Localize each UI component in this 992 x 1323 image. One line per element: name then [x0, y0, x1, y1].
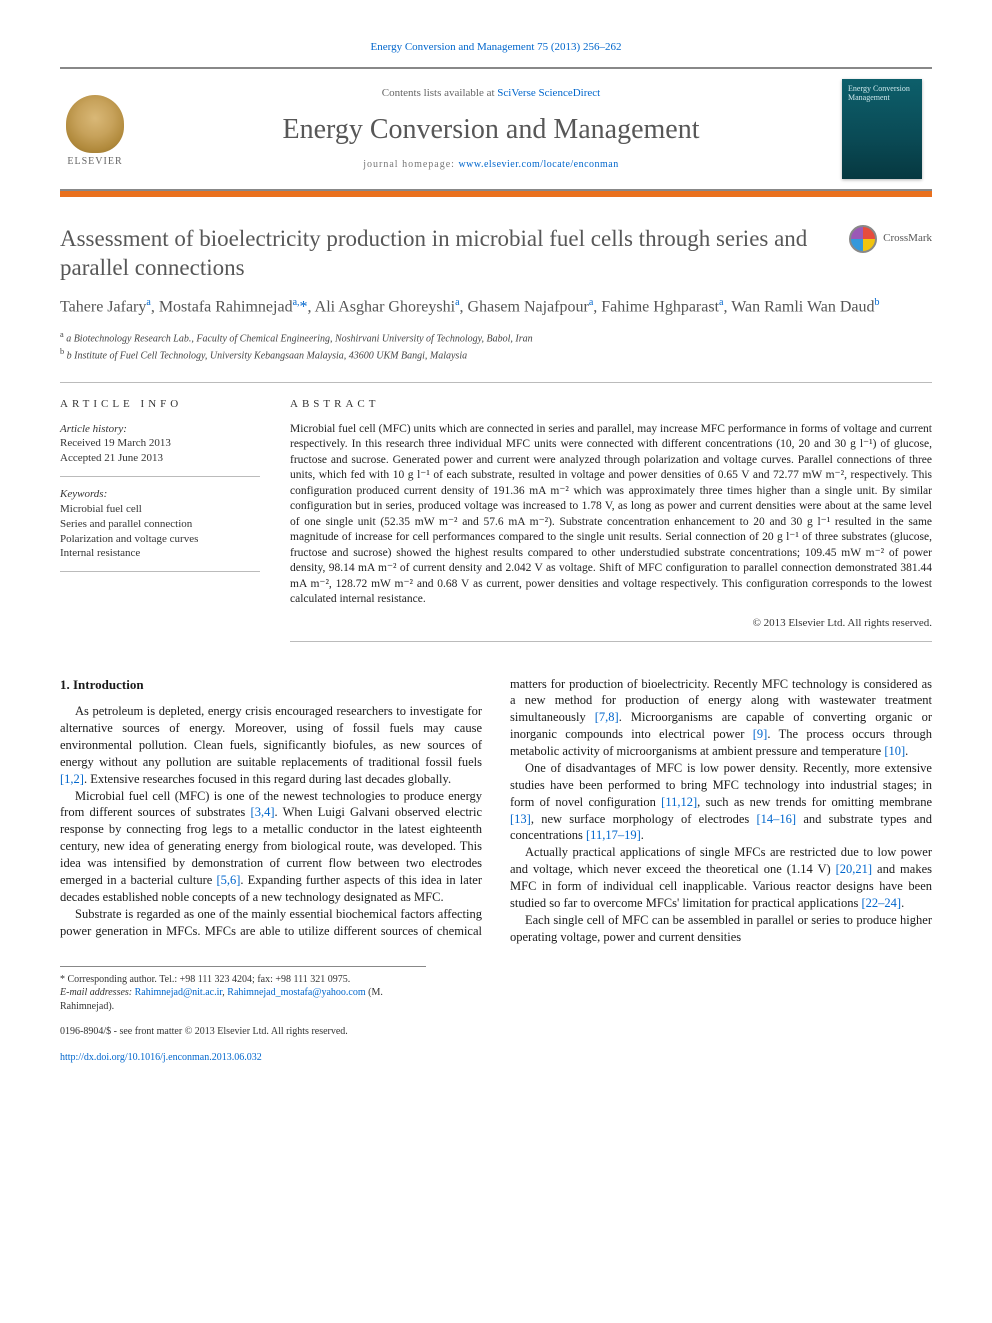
keyword-4: Internal resistance [60, 547, 140, 559]
ref-link-1-2[interactable]: [1,2] [60, 772, 84, 786]
journal-homepage-line: journal homepage: www.elsevier.com/locat… [156, 158, 826, 172]
article-title: Assessment of bioelectricity production … [60, 225, 829, 283]
affiliation-b-text: b Institute of Fuel Cell Technology, Uni… [67, 351, 467, 362]
publisher-name: ELSEVIER [67, 155, 122, 169]
corresponding-author-note: * Corresponding author. Tel.: +98 111 32… [60, 973, 426, 987]
email-link-2[interactable]: Rahimnejad_mostafa@yahoo.com [227, 987, 365, 998]
email-line: E-mail addresses: Rahimnejad@nit.ac.ir, … [60, 986, 426, 1013]
ref-link-5-6[interactable]: [5,6] [216, 873, 240, 887]
abstract-heading: ABSTRACT [290, 397, 932, 412]
affil-link-a[interactable]: a, [293, 297, 300, 308]
journal-title: Energy Conversion and Management [156, 111, 826, 149]
divider-above-info [60, 382, 932, 383]
journal-ref-link[interactable]: Energy Conversion and Management 75 (201… [371, 41, 622, 53]
ref-link-20-21[interactable]: [20,21] [836, 862, 872, 876]
corresponding-author-link[interactable]: * [300, 299, 308, 316]
keywords-block: Keywords: Microbial fuel cell Series and… [60, 487, 260, 572]
affiliation-b: b b Institute of Fuel Cell Technology, U… [60, 346, 932, 363]
journal-reference: Energy Conversion and Management 75 (201… [60, 40, 932, 55]
publisher-logo-block: ELSEVIER [60, 89, 140, 169]
keyword-2: Series and parallel connection [60, 518, 192, 530]
ref-link-22-24[interactable]: [22–24] [861, 896, 901, 910]
article-info-heading: ARTICLE INFO [60, 397, 260, 412]
ref-link-9[interactable]: [9] [753, 727, 768, 741]
intro-para-2: Microbial fuel cell (MFC) is one of the … [60, 788, 482, 906]
accent-rule [60, 191, 932, 197]
crossmark-label: CrossMark [883, 231, 932, 246]
ref-link-11-12[interactable]: [11,12] [661, 795, 697, 809]
affil-link-a[interactable]: a [589, 297, 593, 308]
journal-homepage-link[interactable]: www.elsevier.com/locate/enconman [458, 159, 618, 170]
divider-under-abstract [290, 641, 932, 642]
journal-cover-thumbnail[interactable]: Energy Conversion Management [842, 79, 922, 179]
history-label: Article history: [60, 423, 127, 435]
article-info-column: ARTICLE INFO Article history: Received 1… [60, 397, 260, 642]
elsevier-tree-icon [66, 95, 124, 153]
doi-link[interactable]: http://dx.doi.org/10.1016/j.enconman.201… [60, 1052, 262, 1063]
abstract-column: ABSTRACT Microbial fuel cell (MFC) units… [290, 397, 932, 642]
contents-available-line: Contents lists available at SciVerse Sci… [156, 86, 826, 101]
intro-para-6: Each single cell of MFC can be assembled… [510, 912, 932, 946]
abstract-copyright: © 2013 Elsevier Ltd. All rights reserved… [290, 616, 932, 631]
ref-link-11-17-19[interactable]: [11,17–19] [586, 828, 641, 842]
ref-link-13[interactable]: [13] [510, 812, 531, 826]
intro-para-1: As petroleum is depleted, energy crisis … [60, 703, 482, 787]
footer-doi-line: http://dx.doi.org/10.1016/j.enconman.201… [60, 1051, 932, 1065]
masthead: ELSEVIER Contents lists available at Sci… [60, 68, 932, 190]
ref-link-14-16[interactable]: [14–16] [757, 812, 797, 826]
affil-link-a[interactable]: a [455, 297, 459, 308]
ref-link-10[interactable]: [10] [884, 744, 905, 758]
affil-link-b[interactable]: b [875, 297, 880, 308]
email-link-1[interactable]: Rahimnejad@nit.ac.ir [135, 987, 223, 998]
sciencedirect-link[interactable]: SciVerse ScienceDirect [497, 87, 600, 99]
abstract-text: Microbial fuel cell (MFC) units which ar… [290, 422, 932, 608]
ref-link-3-4[interactable]: [3,4] [251, 805, 275, 819]
homepage-label: journal homepage: [363, 159, 455, 170]
intro-para-5: Actually practical applications of singl… [510, 844, 932, 912]
affiliations: a a Biotechnology Research Lab., Faculty… [60, 329, 932, 364]
keyword-1: Microbial fuel cell [60, 503, 142, 515]
ref-link-7-8[interactable]: [7,8] [595, 710, 619, 724]
elsevier-logo[interactable]: ELSEVIER [60, 89, 130, 169]
article-history-block: Article history: Received 19 March 2013 … [60, 422, 260, 478]
affiliation-a-text: a Biotechnology Research Lab., Faculty o… [66, 333, 532, 344]
affil-link-a[interactable]: a [719, 297, 723, 308]
section-1-heading: 1. Introduction [60, 676, 482, 694]
cover-thumb-title: Energy Conversion Management [848, 85, 916, 103]
keywords-label: Keywords: [60, 488, 107, 500]
crossmark-icon [849, 225, 877, 253]
intro-para-4: One of disadvantages of MFC is low power… [510, 760, 932, 844]
author-list: Tahere Jafarya, Mostafa Rahimnejada,*, A… [60, 296, 932, 319]
affil-link-a[interactable]: a [146, 297, 150, 308]
footnotes: * Corresponding author. Tel.: +98 111 32… [60, 966, 426, 1014]
email-label: E-mail addresses: [60, 987, 132, 998]
crossmark-widget[interactable]: CrossMark [849, 225, 932, 253]
history-accepted: Accepted 21 June 2013 [60, 452, 163, 464]
article-body: 1. Introduction As petroleum is depleted… [60, 676, 932, 946]
history-received: Received 19 March 2013 [60, 437, 171, 449]
keyword-3: Polarization and voltage curves [60, 533, 198, 545]
contents-label: Contents lists available at [382, 87, 495, 99]
footer-issn-line: 0196-8904/$ - see front matter © 2013 El… [60, 1025, 932, 1039]
affiliation-a: a a Biotechnology Research Lab., Faculty… [60, 329, 932, 346]
